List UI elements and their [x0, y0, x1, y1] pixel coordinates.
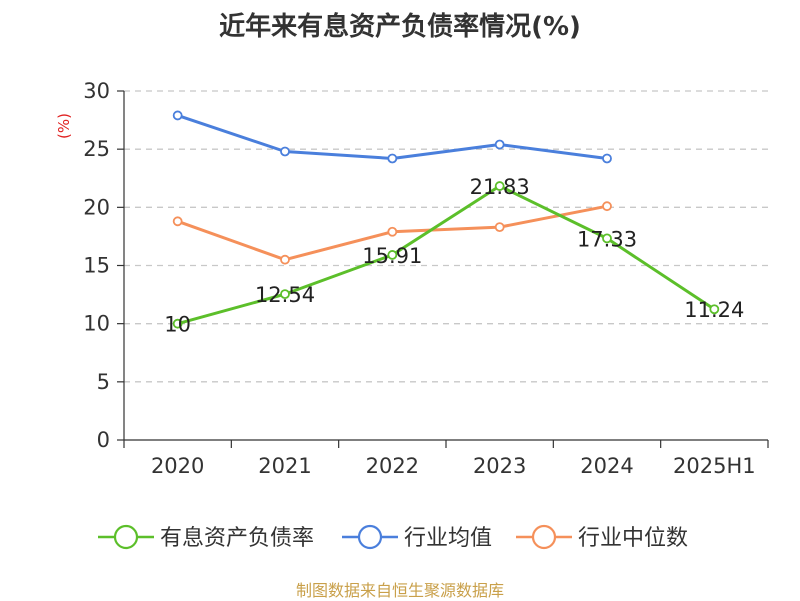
series-line — [177, 114, 608, 160]
legend-label: 有息资产负债率 — [160, 526, 314, 551]
data-point — [172, 110, 183, 121]
data-point — [494, 222, 505, 233]
x-tick-label: 2023 — [473, 454, 526, 478]
data-label: 10 — [164, 313, 191, 337]
data-point — [494, 139, 505, 150]
series-layer — [172, 110, 720, 329]
data-point — [387, 153, 398, 164]
y-tick-label: 15 — [83, 254, 110, 278]
y-unit-label: (%) — [55, 113, 73, 139]
y-tick-label: 0 — [97, 428, 110, 452]
y-tick-label: 30 — [83, 79, 110, 103]
source-note: 制图数据来自恒生聚源数据库 — [295, 581, 504, 600]
axes: 0 5 10 15 20 25 30 (%) 2020 2021 2022 2023 2024 2025H… — [55, 79, 769, 478]
data-point — [602, 201, 612, 212]
x-tick-label: 2024 — [580, 454, 633, 478]
data-point — [494, 181, 505, 191]
y-tick-label: 25 — [83, 137, 110, 161]
data-point — [172, 318, 183, 329]
data-point — [387, 226, 398, 237]
x-tick-label: 2021 — [258, 454, 311, 478]
data-label: 15.91 — [362, 244, 422, 268]
legend-label: 行业均值 — [404, 526, 492, 551]
legend-label: 行业中位数 — [578, 526, 688, 551]
data-point — [172, 216, 183, 227]
data-point — [387, 250, 398, 260]
data-label: 21.83 — [470, 175, 530, 199]
x-tick-label: 2020 — [151, 454, 204, 478]
gridlines — [124, 90, 768, 383]
x-tick-label: 2022 — [366, 454, 419, 478]
data-label: 17.33 — [577, 227, 637, 251]
data-labels: 10 12.54 15.91 21.83 17.33 11.24 — [164, 175, 744, 337]
data-point — [602, 233, 612, 244]
data-point — [709, 304, 720, 315]
y-tick-label: 10 — [83, 312, 110, 336]
y-tick-label: 5 — [97, 370, 110, 394]
x-tick-label: 2025H1 — [673, 454, 756, 478]
y-tick-label: 20 — [83, 195, 110, 219]
series-line — [177, 184, 716, 326]
data-point — [280, 254, 290, 265]
data-label: 12.54 — [255, 283, 315, 307]
chart-title: 近年来有息资产负债率情况(%) — [219, 12, 581, 42]
legend-swatch-marker — [113, 524, 139, 550]
legend-swatch-marker — [357, 524, 383, 550]
data-point — [280, 289, 290, 300]
data-label: 11.24 — [684, 298, 744, 322]
data-point — [280, 146, 290, 157]
legend-swatch-marker — [531, 524, 557, 550]
legend: 有息资产负债率 行业均值 行业中位数 — [98, 524, 688, 551]
data-point — [602, 153, 612, 164]
